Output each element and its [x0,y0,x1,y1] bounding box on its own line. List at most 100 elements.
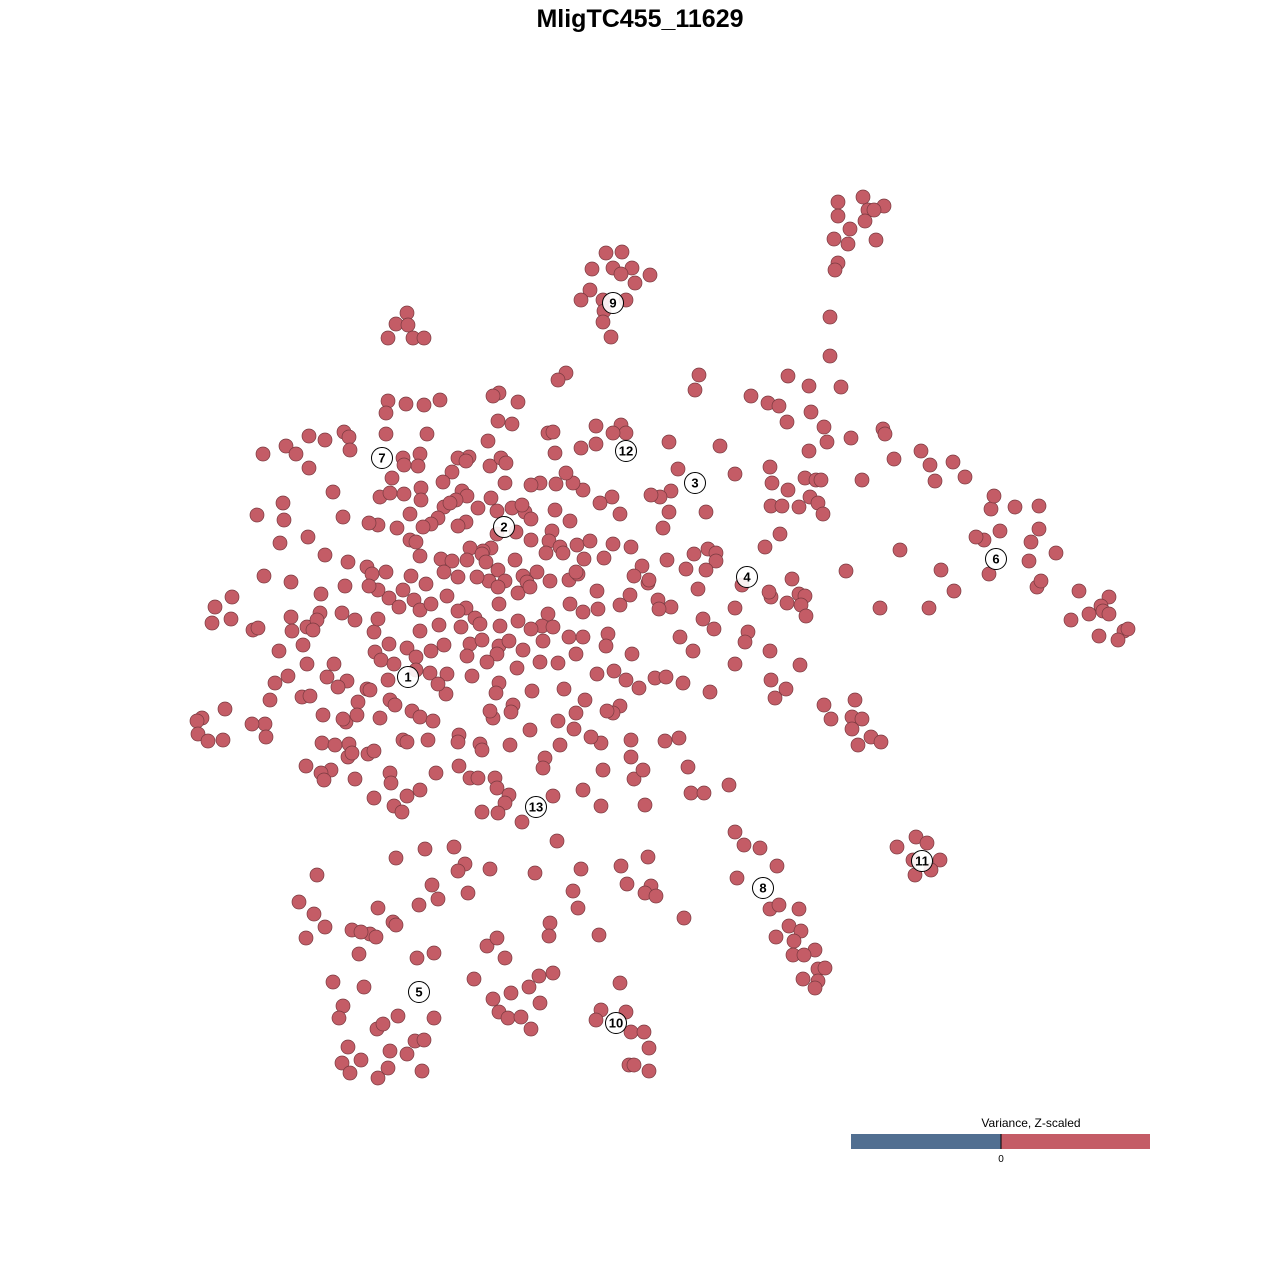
data-point [627,275,643,291]
data-point [255,446,271,462]
data-point [791,499,807,515]
data-point [503,985,519,1001]
data-point [418,576,434,592]
data-point [483,490,499,506]
data-point [1048,545,1064,561]
data-point [631,680,647,696]
data-point [562,513,578,529]
data-point [384,470,400,486]
data-point [683,785,699,801]
colorbar-high-segment [1001,1134,1150,1149]
data-point [687,382,703,398]
data-point [623,749,639,765]
data-point [648,888,664,904]
data-point [335,711,351,727]
data-point [314,735,330,751]
cluster-label-text: 6 [992,552,999,567]
data-point [510,585,526,601]
data-point [623,732,639,748]
data-point [780,368,796,384]
data-point [932,852,948,868]
data-point [334,605,350,621]
data-point [370,1070,386,1086]
data-point [413,492,429,508]
data-point [651,601,667,617]
data-point [640,849,656,865]
data-point [582,533,598,549]
data-point [573,292,589,308]
data-point [844,721,860,737]
data-point [284,623,300,639]
data-point [549,833,565,849]
cluster-label-text: 3 [691,476,698,491]
data-point [1110,632,1126,648]
data-point [470,500,486,516]
data-point [396,457,412,473]
data-point [540,606,556,622]
data-point [643,487,659,503]
cluster-label-badge [493,516,515,538]
data-point [450,518,466,534]
data-point [412,623,428,639]
data-point [729,870,745,886]
data-point [436,564,452,580]
data-point [945,454,961,470]
data-point [472,616,488,632]
data-point [531,968,547,984]
data-point [670,461,686,477]
data-point [489,930,505,946]
data-point [478,554,494,570]
data-point [575,629,591,645]
data-point [922,457,938,473]
data-point [316,772,332,788]
data-point [550,713,566,729]
data-point [521,979,537,995]
data-point [565,475,581,491]
cluster-label-text: 11 [915,854,929,869]
data-point [431,617,447,633]
data-point [450,863,466,879]
data-point [927,473,943,489]
data-point [727,656,743,672]
data-point [340,1039,356,1055]
data-point [291,894,307,910]
data-point [395,582,411,598]
data-point [892,542,908,558]
data-point [813,472,829,488]
cluster-label-text: 5 [415,985,422,1000]
cluster-label-9: 9 [602,292,624,314]
data-point [423,596,439,612]
data-point [356,979,372,995]
data-point [342,1065,358,1081]
data-point [353,924,369,940]
cluster-label-13: 13 [525,796,547,818]
data-point [605,425,621,441]
data-point [426,1010,442,1026]
data-point [868,232,884,248]
data-point [489,646,505,662]
data-point [541,928,557,944]
data-point [550,372,566,388]
data-point [696,785,712,801]
data-point [492,618,508,634]
data-point [416,330,432,346]
colorbar-title: Variance, Z-scaled [981,1116,1080,1130]
data-point [957,469,973,485]
cluster-label-text: 1 [404,670,411,685]
data-point [589,666,605,682]
data-point [522,722,538,738]
data-point [532,654,548,670]
data-point [207,599,223,615]
data-point [986,488,1002,504]
data-point [680,759,696,775]
data-point [568,564,584,580]
data-point [451,758,467,774]
data-point [375,1016,391,1032]
data-point [771,398,787,414]
data-point [529,564,545,580]
data-point [373,652,389,668]
data-point [331,1010,347,1026]
data-point [299,656,315,672]
data-point [523,621,539,637]
